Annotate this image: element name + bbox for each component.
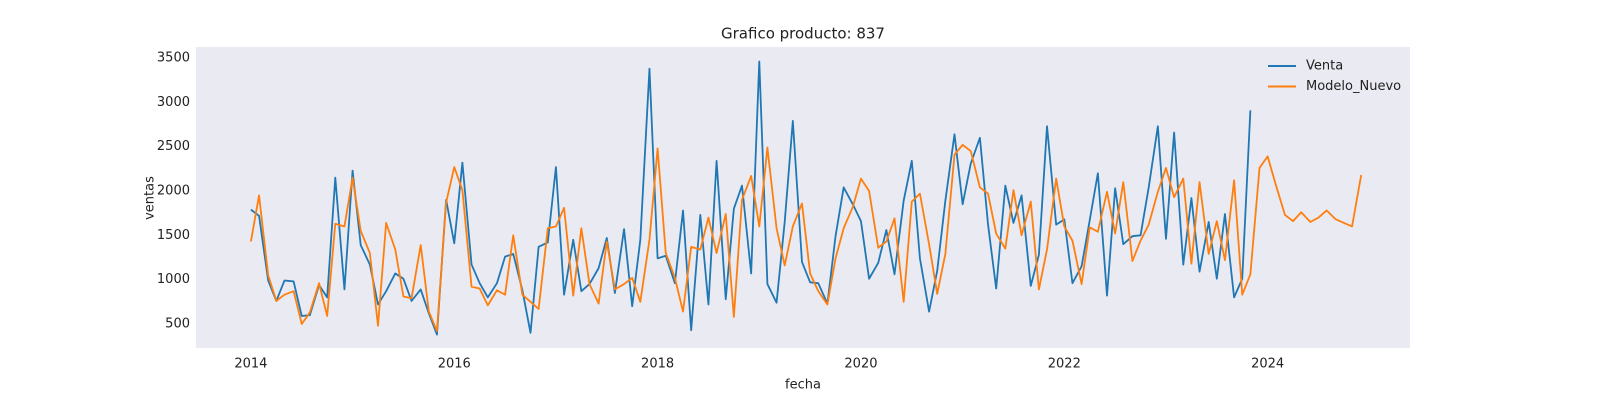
x-tick-label: 2022 <box>1048 357 1081 372</box>
legend-label: Venta <box>1306 59 1343 74</box>
y-tick-label: 1500 <box>157 228 190 243</box>
x-tick-label: 2014 <box>234 357 267 372</box>
series-line <box>250 60 1252 336</box>
y-tick-label: 1000 <box>157 272 190 287</box>
x-tick-label: 2016 <box>438 357 471 372</box>
y-tick-label: 3500 <box>157 50 190 65</box>
x-tick-label: 2020 <box>844 357 877 372</box>
y-tick-label: 3000 <box>157 95 190 110</box>
y-tick-label: 2500 <box>157 139 190 154</box>
x-axis-label: fecha <box>785 378 821 393</box>
plot-area <box>196 47 1410 348</box>
legend-label: Modelo_Nuevo <box>1306 79 1401 94</box>
chart-title: Grafico producto: 837 <box>721 25 885 43</box>
y-tick-label: 2000 <box>157 183 190 198</box>
series-line <box>250 143 1363 332</box>
x-tick-label: 2018 <box>641 357 674 372</box>
x-tick-label: 2024 <box>1251 357 1284 372</box>
y-tick-label: 500 <box>165 316 190 331</box>
y-axis-label: ventas <box>143 176 158 220</box>
